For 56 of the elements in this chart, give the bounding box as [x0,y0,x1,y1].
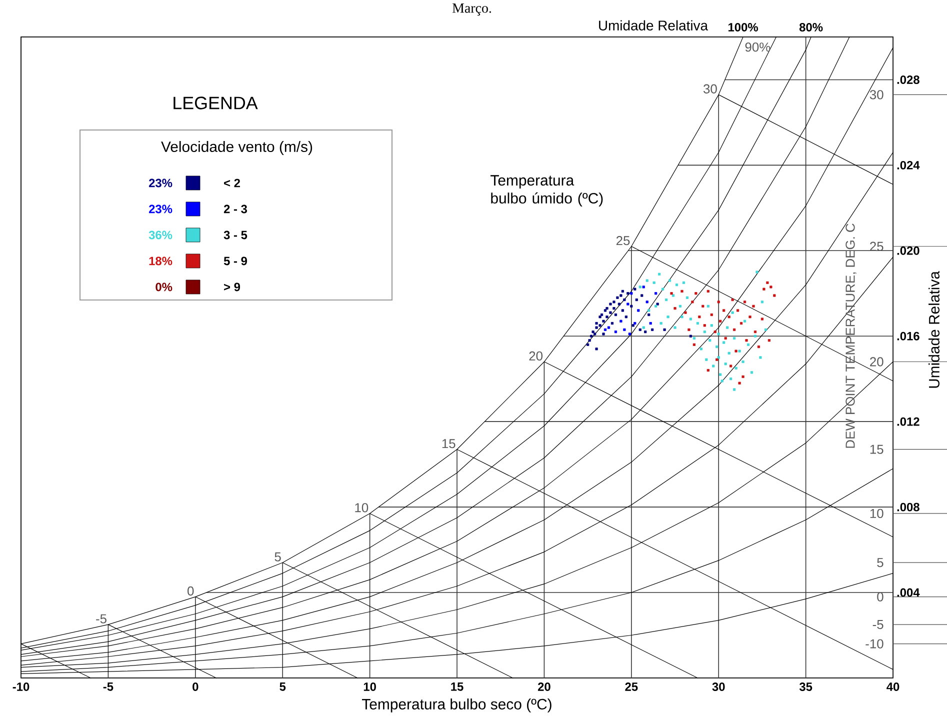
annotation: 15 [870,444,884,454]
annotation: 30 [704,84,717,94]
legend-label: 2 - 3 [224,204,248,214]
annotation: 10 [870,508,884,518]
annotation: -5 [96,614,106,624]
legend-label: < 2 [224,178,240,188]
x-tick-label: 10 [364,682,376,691]
y-tick-label: .028 [897,75,920,84]
x-tick-label: -10 [12,682,30,691]
annotation: Temperatura bulbo úmido (ºC) [490,175,603,206]
x-tick-label: 35 [799,682,812,691]
y-tick-label: .008 [897,502,920,512]
x-tick-label: 30 [712,682,725,691]
annotation: 25 [870,242,884,251]
annotation: 0% [156,282,172,292]
x-tick-label: 5 [280,682,286,691]
legend-label: 5 - 9 [224,256,247,266]
annotation: 20 [870,357,884,366]
x-tick-label: -5 [103,682,114,691]
y2-axis-title: DEW POINT TEMPERATURE, DEG. C [846,224,856,448]
y-tick-label: .024 [897,160,920,170]
series-label: 90% [745,42,770,52]
y-axis-title: Umidade Relativa [928,271,940,388]
series-label: 100% [728,23,758,32]
x-tick-label: 20 [538,682,550,691]
legend-label: > 9 [224,282,240,292]
annotation: 25 [616,236,630,246]
chart-title: Março. [452,4,492,16]
y-tick-label: .016 [897,332,920,340]
annotation: 18% [149,256,172,266]
annotation: 36% [148,230,172,240]
x-tick-label: 15 [451,682,464,691]
x-tick-label: 40 [886,682,900,691]
x-tick-label: 0 [192,682,198,691]
legend-label: 3 - 5 [224,230,248,240]
x-axis-title: Temperatura bulbo seco (ºC) [362,698,552,712]
y-tick-label: .012 [897,417,920,426]
annotation: 20 [529,351,543,361]
legend-title: Velocidade vento (m/s) [161,141,312,155]
text: Umidade Relativa [599,20,708,30]
annotation: 15 [442,439,456,448]
annotation: 23% [148,204,172,214]
annotation: 10 [355,503,368,512]
annotation: -5 [872,620,884,630]
annotation: 30 [870,90,884,100]
y-tick-label: .004 [897,588,920,597]
annotation: 0 [877,592,884,602]
annotation: -10 [866,639,884,648]
annotation: 0 [188,586,194,596]
annotation: LEGENDA [174,96,258,110]
x-tick-label: 25 [625,682,638,691]
annotation: 5 [877,558,884,568]
annotation: 23% [148,178,172,188]
annotation: 5 [274,552,281,562]
y-tick-label: .020 [897,246,920,255]
series-label: 80% [799,23,823,32]
